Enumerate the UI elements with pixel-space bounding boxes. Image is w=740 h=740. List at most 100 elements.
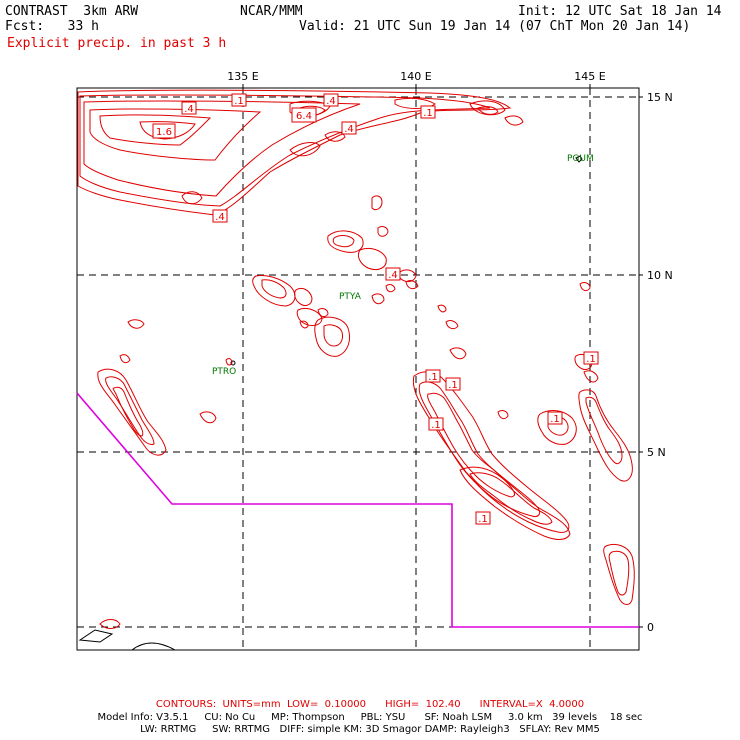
contour-north-cell-8 [324,131,346,142]
contour-label: .1 [231,93,247,107]
contour-north-cell-3 [394,97,436,109]
contour-label: 1.6 [152,123,176,139]
valid-time: Valid: 21 UTC Sun 19 Jan 14 (07 ChT Mon … [299,19,691,34]
contour-se-9 [537,410,577,445]
contour-central-9b [261,279,287,299]
contour-se-6 [445,320,459,330]
lon-label-135e: 135 E [227,70,258,83]
contour-north-cell-9 [181,191,203,205]
precip-contours [77,89,635,629]
contour-label: .1 [475,511,491,525]
contour-se-13 [579,282,591,292]
model-info-line-1: Model Info: V3.5.1 CU: No Cu MP: Thompso… [97,712,643,723]
station-label-ptro: PTRO [212,367,236,377]
contour-central-14 [317,308,329,318]
coastline-west [78,629,114,643]
contour-se-8 [497,410,509,420]
domain-boundary [76,392,639,628]
svg-text:.1: .1 [431,420,441,431]
contour-central-9 [252,275,296,307]
graticule [77,88,639,650]
contour-north-cell-4 [469,100,506,116]
contour-north-cell-6 [504,115,524,126]
contour-label: .1 [428,417,444,431]
contour-se-4b [469,472,553,525]
station-label-pgum: PGUM [567,154,594,164]
contour-central-7 [371,293,385,305]
svg-text:.4: .4 [215,212,225,223]
model-title: CONTRAST 3km ARW [5,4,139,19]
field-title: Explicit precip. in past 3 h [7,36,227,51]
svg-text:.1: .1 [428,372,438,383]
lon-label-140e: 140 E [400,70,431,83]
contour-label: .4 [212,209,228,223]
init-time: Init: 12 UTC Sat 18 Jan 14 [518,4,722,19]
contour-se-14b [608,550,630,596]
contour-central-5 [399,269,417,283]
coastlines [78,155,583,651]
svg-text:.4: .4 [344,124,354,135]
contour-central-12 [314,316,351,357]
palau-coastline [230,360,236,366]
contour-north-cell-7 [289,142,321,157]
coastline-south [131,642,176,651]
contour-central-2 [357,247,387,271]
contour-equator-1 [99,619,121,629]
contour-central-13 [299,320,309,329]
contour-central-3 [371,195,383,211]
svg-text:1.6: 1.6 [156,127,172,138]
contour-label: .4 [341,121,357,135]
contour-se-4 [459,466,571,540]
svg-text:.1: .1 [448,380,458,391]
contour-label: .1 [425,369,441,383]
contour-west-2c [112,386,144,437]
contour-se-2 [418,381,541,517]
contour-label: .1 [547,411,563,425]
axis-ticks [242,84,643,628]
contour-se-10b [585,396,623,465]
lat-label-15n: 15 N [647,91,673,104]
lat-label-10n: 10 N [647,269,673,282]
svg-text:.1: .1 [234,96,244,107]
contour-se-5 [449,347,467,360]
contour-west-2b [105,376,155,445]
contour-se-outer [412,371,570,533]
contour-label: .1 [420,105,436,119]
contour-label: .1 [583,351,599,365]
contour-north-cell-5 [477,106,499,115]
guam-coastline [575,155,583,163]
contour-central-8 [385,284,396,293]
contour-label: .4 [181,101,197,115]
svg-text:.1: .1 [550,414,560,425]
contour-north-outer [77,89,512,216]
contour-west-5 [225,358,233,366]
contour-se-14 [603,543,635,605]
contour-se-7 [437,304,447,313]
lon-label-145e: 145 E [574,70,605,83]
contour-north-3 [83,100,361,197]
contour-west-3 [119,354,131,364]
svg-text:.4: .4 [184,104,194,115]
contour-se-12 [583,370,599,383]
contour-central-1b [332,235,355,248]
contour-central-4 [377,226,389,237]
contour-label: .4 [323,93,339,107]
contour-se-3 [427,392,515,498]
center-name: NCAR/MMM [240,4,303,19]
svg-text:.4: .4 [388,270,398,281]
contour-central-10 [294,287,313,306]
contour-north-5 [99,114,212,146]
contour-west-4 [199,411,217,424]
model-info-line-2: LW: RRTMG SW: RRTMG DIFF: simple KM: 3D … [140,724,600,735]
lat-label-0: 0 [647,621,654,634]
contour-se-10 [578,389,633,482]
contour-north-6 [139,121,196,140]
svg-text:.1: .1 [423,108,433,119]
contour-north-4 [89,108,262,161]
contour-info: CONTOURS: UNITS=mm LOW= 0.10000 HIGH= 10… [155,699,585,710]
contour-label-group: .4 .1 .4 6.4 .4 .1 1.6 .4 .4 .1 .1 .1 .1… [152,93,599,525]
contour-label: 6.4 [291,107,317,123]
forecast-hour: Fcst: 33 h [5,19,99,34]
contour-west-2 [97,368,167,456]
contour-west-1 [127,319,145,329]
